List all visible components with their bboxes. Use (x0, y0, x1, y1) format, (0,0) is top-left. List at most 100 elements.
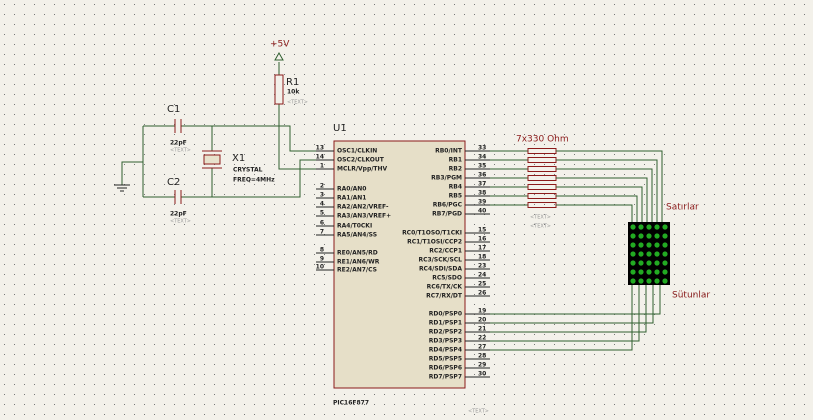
pin-name: RB2 (449, 166, 462, 173)
wire (556, 159, 658, 222)
led (654, 260, 660, 266)
led (662, 242, 668, 248)
led (638, 278, 644, 284)
pin-name: RD0/PSP0 (429, 311, 462, 318)
pin-name: RB7/PGD (432, 211, 462, 218)
led (654, 224, 660, 230)
led (630, 233, 636, 239)
wire (556, 195, 638, 222)
pin-name: RA3/AN3/VREF+ (337, 213, 391, 220)
pin-name: RB4 (449, 184, 462, 191)
led (662, 278, 668, 284)
pin-number: 9 (320, 256, 324, 263)
pin-name: RC4/SDI/SDA (419, 266, 462, 273)
pin-name: RD5/PSP5 (429, 356, 462, 363)
led (654, 242, 660, 248)
pin-number: 3 (320, 192, 324, 199)
pin-number: 16 (478, 236, 486, 243)
pin-name: RD4/PSP4 (429, 347, 462, 354)
pin-number: 8 (320, 247, 324, 254)
pin-name: RA4/T0CKI (337, 223, 372, 230)
rpack-label: 7x330 Ohm (516, 135, 569, 145)
wire (556, 204, 633, 222)
led (630, 278, 636, 284)
led (630, 242, 636, 248)
wire (556, 177, 648, 222)
pin-number: 27 (478, 344, 486, 351)
pin-name: RD6/PSP6 (429, 365, 462, 372)
wire (490, 285, 640, 342)
pin-number: 22 (478, 335, 486, 342)
pin-name: RA0/AN0 (337, 186, 366, 193)
x1-type: CRYSTAL (233, 167, 263, 174)
led (638, 233, 644, 239)
pin-number: 30 (478, 371, 486, 378)
pin-number: 25 (478, 281, 486, 288)
rpack-text: <TEXT> (530, 224, 551, 230)
wire (490, 285, 647, 333)
pin-name: RD2/PSP2 (429, 329, 462, 336)
c2-ref: C2 (167, 177, 180, 188)
pin-name: RC3/SCK/SCL (418, 257, 462, 264)
pin-number: 6 (320, 220, 324, 227)
led (662, 269, 668, 275)
pin-number: 40 (478, 208, 486, 215)
cap-c2 (174, 190, 182, 204)
r1-ref: R1 (286, 77, 299, 88)
pin-number: 15 (478, 227, 486, 234)
pin-number: 5 (320, 210, 324, 217)
led (646, 251, 652, 257)
pin-name: RA2/AN2/VREF- (337, 204, 389, 211)
pin-number: 13 (316, 145, 324, 152)
pin-name: RB6/PGC (433, 202, 463, 209)
u1-text: <TEXT> (468, 409, 489, 415)
pin-number: 21 (478, 326, 486, 333)
ground (114, 184, 130, 192)
led (630, 260, 636, 266)
pin-number: 7 (320, 229, 324, 236)
led (638, 251, 644, 257)
led (662, 251, 668, 257)
pin-number: 4 (320, 201, 324, 208)
pin-name: RC6/TX/CK (427, 284, 463, 291)
pin-number: 18 (478, 254, 486, 261)
pin-name: RC7/RX/DT (426, 293, 463, 300)
u1-ref: U1 (333, 123, 347, 134)
pin-number: 1 (320, 163, 324, 170)
pin-number: 17 (478, 245, 486, 252)
components (114, 51, 670, 389)
led (646, 278, 652, 284)
pin-number: 26 (478, 290, 486, 297)
pin-number: 10 (316, 264, 324, 271)
wire (490, 285, 633, 351)
rows-label: Satırlar (666, 203, 699, 213)
pin-name: RB1 (449, 157, 462, 164)
resistor (274, 74, 284, 105)
crystal (202, 150, 222, 169)
led (646, 260, 652, 266)
cols-label: Sütunlar (672, 291, 710, 301)
pin-number: 28 (478, 353, 486, 360)
pin-number: 14 (316, 154, 324, 161)
x1-freq: FREQ=4MHz (233, 177, 275, 184)
cap-c1 (174, 119, 182, 133)
led (662, 233, 668, 239)
power-label: +5V (270, 40, 290, 50)
rpack-text: <TEXT> (530, 215, 551, 221)
x1-ref: X1 (232, 153, 245, 164)
wires (121, 62, 316, 198)
led (638, 242, 644, 248)
c2-text: <TEXT> (170, 219, 191, 225)
led (654, 251, 660, 257)
pin-name: RC0/T1OSO/T1CKI (402, 230, 462, 237)
led (638, 224, 644, 230)
r1-value: 10k (287, 89, 300, 96)
pin-number: 34 (478, 154, 486, 161)
c1-text: <TEXT> (170, 148, 191, 154)
pin-name: OSC2/CLKOUT (337, 157, 385, 164)
pin-name: RD1/PSP1 (429, 320, 462, 327)
pin-number: 23 (478, 263, 486, 270)
wire (556, 150, 663, 222)
led (646, 233, 652, 239)
led (662, 260, 668, 266)
